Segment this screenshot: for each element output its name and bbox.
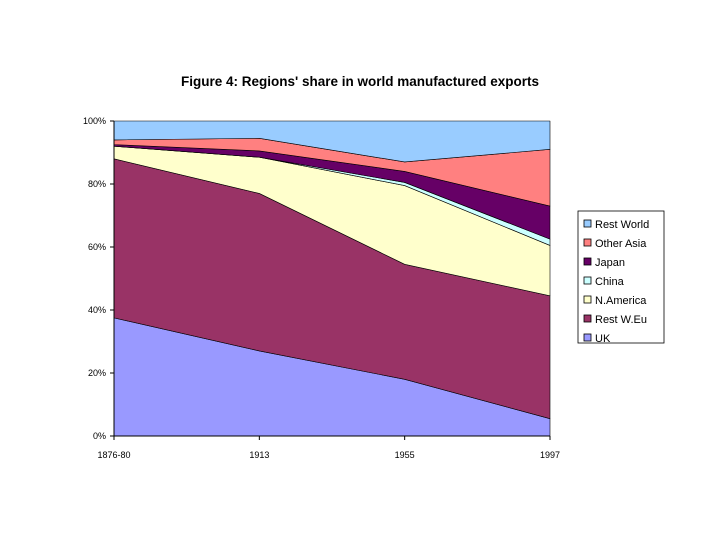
- x-tick-label: 1913: [249, 450, 269, 460]
- y-tick-label: 80%: [88, 179, 106, 189]
- legend: Rest World Other Asia Japan China N.America R…: [577, 210, 665, 345]
- legend-swatch-other-asia: [583, 238, 592, 247]
- x-tick-label: 1955: [395, 450, 415, 460]
- legend-label-china: China: [595, 276, 625, 288]
- legend-label-japan: Japan: [595, 257, 625, 269]
- x-tick-label: 1997: [540, 450, 560, 460]
- legend-swatch-china: [583, 276, 592, 285]
- area-series-group: [113, 120, 551, 437]
- chart-title: Figure 4: Regions' share in world manufa…: [180, 74, 540, 89]
- legend-label-uk: UK: [595, 333, 611, 345]
- area-rest-world: [113, 120, 551, 163]
- y-tick-label: 100%: [83, 116, 106, 126]
- legend-swatch-rest-world: [583, 219, 592, 228]
- legend-swatch-uk: [583, 333, 592, 342]
- legend-swatch-rest-w-eu: [583, 314, 592, 323]
- y-tick-label: 20%: [88, 368, 106, 378]
- legend-swatch-japan: [583, 257, 592, 266]
- y-tick-label: 40%: [88, 305, 106, 315]
- legend-box: [577, 210, 665, 344]
- legend-swatch-n-america: [583, 295, 592, 304]
- legend-label-other-asia: Other Asia: [595, 238, 647, 250]
- axes-group: 0% 20% 40% 60% 80% 100% 1876-80 1913 1955 1997: [83, 116, 560, 460]
- legend-label-rest-world: Rest World: [595, 219, 649, 231]
- legend-label-rest-w-eu: Rest W.Eu: [595, 314, 647, 326]
- legend-label-n-america: N.America: [595, 295, 647, 307]
- y-tick-label: 0%: [93, 431, 106, 441]
- x-tick-label: 1876-80: [97, 450, 130, 460]
- y-tick-label: 60%: [88, 242, 106, 252]
